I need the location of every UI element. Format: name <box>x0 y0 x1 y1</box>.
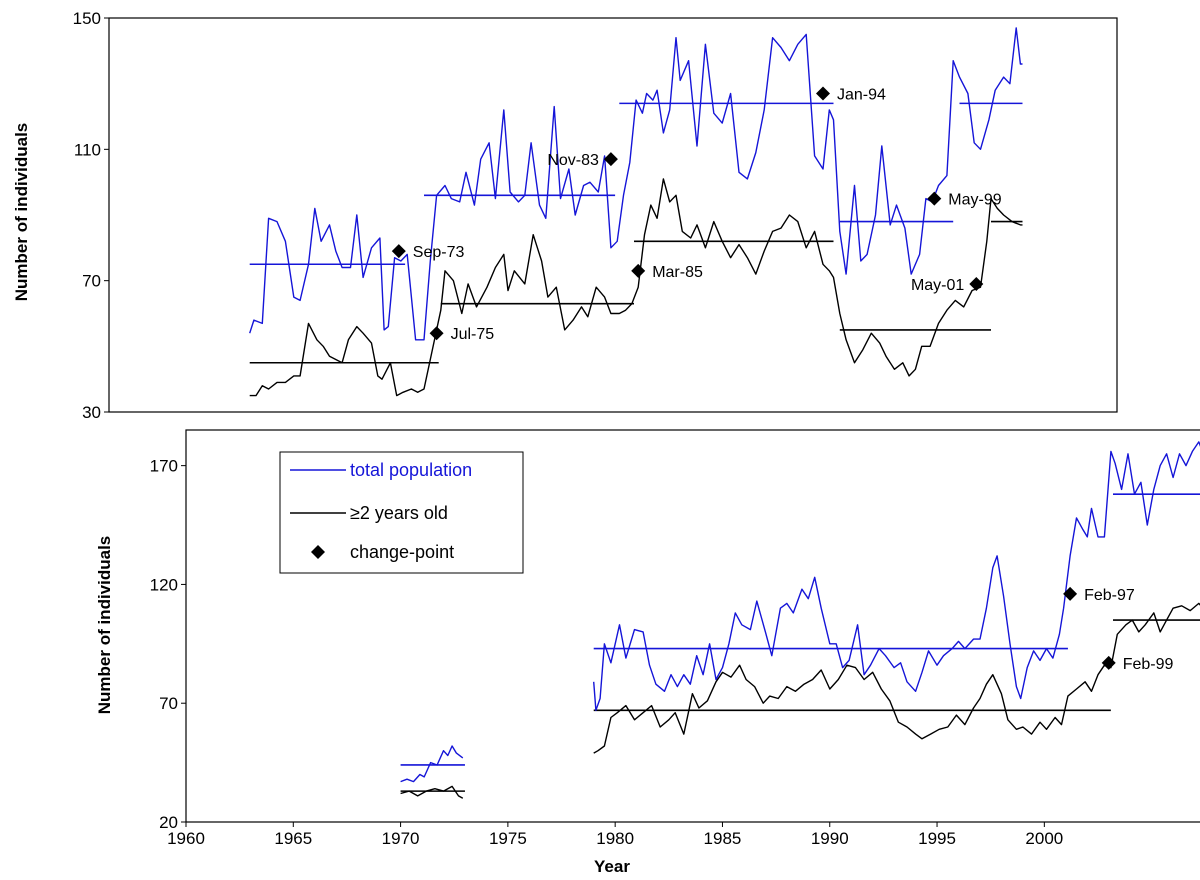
change-point-label: Jul-75 <box>451 326 495 343</box>
change-point-label: Jan-94 <box>837 87 886 104</box>
adult-line <box>593 602 1200 754</box>
change-point-label: May-01 <box>911 277 964 294</box>
change-point-marker <box>816 86 830 101</box>
change-point-label: Mar-85 <box>652 264 703 281</box>
y-tick-label: 120 <box>150 575 178 594</box>
y-tick-label: 70 <box>82 272 101 291</box>
legend-changepoint-label: change-point <box>350 542 454 562</box>
adult-line <box>249 178 1023 397</box>
bottom-change-points: Feb-97 Feb-99 <box>1063 586 1174 673</box>
x-tick-label: 1980 <box>596 829 634 848</box>
bottom-segment-means <box>400 493 1200 792</box>
top-plot-frame <box>108 17 1118 413</box>
x-tick-label: 1985 <box>704 829 742 848</box>
x-tick-labels: 1960 1965 1970 1975 1980 1985 1990 1995 2000 <box>167 822 1063 848</box>
top-y-axis-title: Number of individuals <box>12 123 31 302</box>
legend-adult-label: ≥2 years old <box>350 503 448 523</box>
change-point-label: May-99 <box>948 192 1001 209</box>
y-tick-label: 170 <box>150 457 178 476</box>
y-tick-label: 30 <box>82 403 101 422</box>
y-tick-label: 20 <box>159 813 178 832</box>
legend: total population ≥2 years old change-poi… <box>279 451 524 574</box>
top-series-lines <box>249 27 1023 397</box>
y-tick-label: 70 <box>159 694 178 713</box>
top-change-points: Sep-73 Jul-75 Nov-83 Mar-85 Jan-94 May-99 May-… <box>391 86 1002 343</box>
change-point-marker <box>603 152 618 167</box>
x-tick-label: 2000 <box>1025 829 1063 848</box>
x-tick-label: 1995 <box>918 829 956 848</box>
x-tick-label: 1965 <box>274 829 312 848</box>
total-population-line <box>400 745 464 783</box>
total-population-line <box>249 27 1023 341</box>
change-point-label: Sep-73 <box>413 244 465 261</box>
bottom-series-lines <box>400 441 1200 799</box>
legend-diamond-swatch <box>311 545 325 559</box>
change-point-marker <box>1101 655 1116 670</box>
change-point-label: Nov-83 <box>547 152 599 169</box>
change-point-marker <box>391 244 406 259</box>
x-tick-label: 1975 <box>489 829 527 848</box>
change-point-marker <box>1063 586 1078 601</box>
bottom-y-tick-labels: 20 70 120 170 <box>150 457 186 832</box>
x-tick-label: 1960 <box>167 829 205 848</box>
top-segment-means <box>249 102 1023 364</box>
y-tick-label: 150 <box>73 9 101 28</box>
change-point-label: Feb-99 <box>1123 656 1174 673</box>
legend-total-label: total population <box>350 460 472 480</box>
change-point-marker <box>969 276 984 291</box>
x-tick-label: 1970 <box>382 829 420 848</box>
total-population-line <box>593 441 1200 711</box>
top-y-tick-labels: 30 70 110 150 <box>73 9 109 422</box>
change-point-marker <box>631 263 646 278</box>
adult-line <box>400 785 464 799</box>
change-point-marker <box>927 191 942 206</box>
x-axis-title: Year <box>594 857 630 876</box>
x-tick-label: 1990 <box>811 829 849 848</box>
bottom-y-axis-title: Number of individuals <box>95 536 114 715</box>
y-tick-label: 110 <box>74 140 101 159</box>
change-point-marker <box>429 326 444 341</box>
change-point-label: Feb-97 <box>1084 587 1135 604</box>
